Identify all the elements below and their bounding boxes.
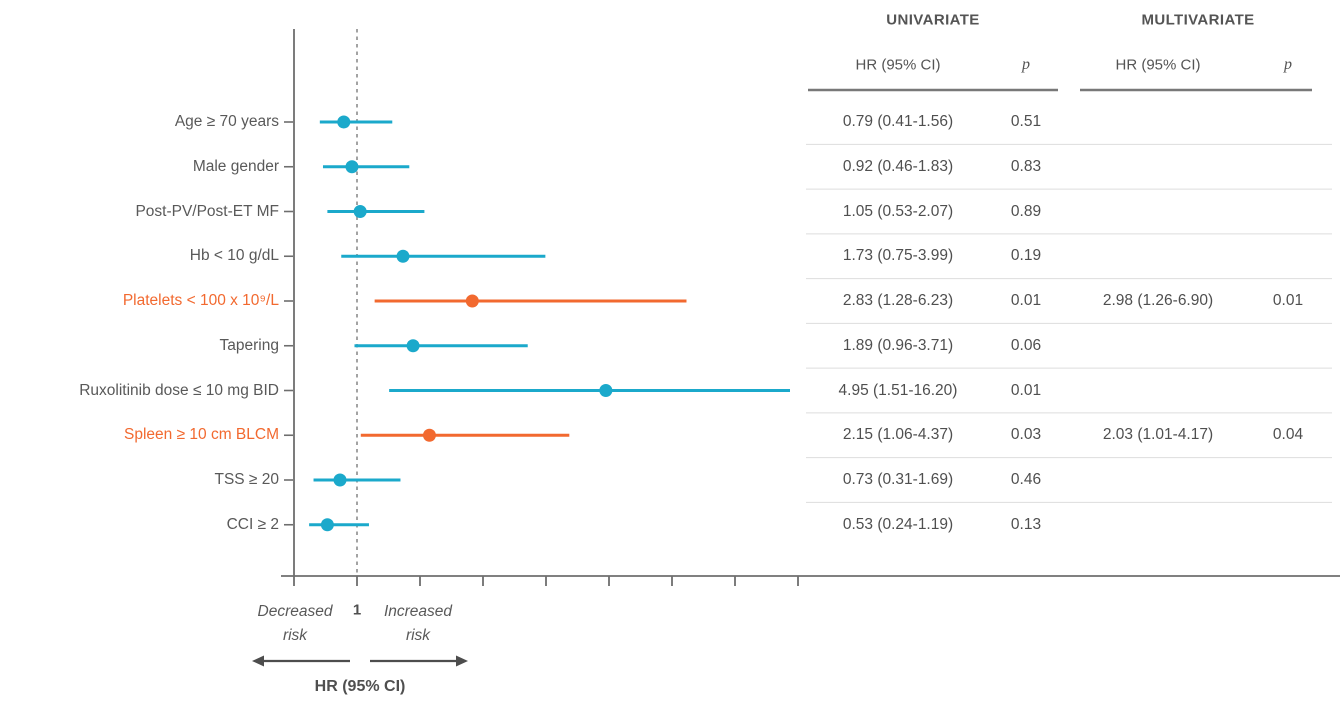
row-label: Platelets < 100 x 10⁹/L — [122, 292, 279, 309]
row-label: Tapering — [219, 336, 279, 354]
univariate-hr-cell: 2.15 (1.06-4.37) — [842, 426, 954, 444]
univariate-hr-cell: 1.05 (0.53-2.07) — [842, 202, 954, 220]
univariate-column-title: UNIVARIATE — [886, 11, 980, 29]
univariate-p-cell: 0.46 — [1010, 471, 1042, 488]
multivariate-p-cell: 0.01 — [1272, 292, 1304, 309]
univariate-hr-cell: 0.53 (0.24-1.19) — [842, 515, 954, 533]
univariate-p-cell: 0.13 — [1010, 515, 1042, 533]
univariate-hr-cell: 2.83 (1.28-6.23) — [842, 292, 954, 309]
decreased-risk-label: Decreased risk — [257, 603, 333, 645]
multivariate-hr-cell: 2.03 (1.01-4.17) — [1102, 426, 1214, 444]
univariate-hr-cell: 1.73 (0.75-3.99) — [842, 247, 954, 265]
hr-marker — [337, 115, 351, 129]
univariate-p-cell: 0.06 — [1010, 336, 1042, 354]
x-axis-title: HR (95% CI) — [314, 678, 406, 695]
multivariate-column-title: MULTIVARIATE — [1141, 11, 1255, 29]
univariate-p-cell: 0.01 — [1010, 292, 1042, 309]
univariate-hr-cell: 4.95 (1.51-16.20) — [838, 381, 958, 399]
univariate-p-cell: 0.51 — [1010, 113, 1042, 130]
univariate-p-cell: 0.89 — [1010, 202, 1042, 220]
univariate-hr-cell: 0.79 (0.41-1.56) — [842, 113, 954, 130]
univariate-p-header: p — [1022, 56, 1030, 73]
hr-marker — [320, 518, 334, 532]
multivariate-p-header: p — [1284, 56, 1292, 73]
hr-marker — [406, 339, 420, 353]
row-label: CCI ≥ 2 — [226, 515, 279, 533]
hr-marker — [396, 249, 410, 263]
decreased-arrow-head-icon — [252, 655, 264, 667]
univariate-p-cell: 0.83 — [1010, 157, 1042, 175]
row-label: Hb < 10 g/dL — [189, 247, 279, 265]
increased-risk-label: Increased risk — [383, 603, 453, 645]
hr-marker — [422, 428, 436, 442]
univariate-hr-cell: 1.89 (0.96-3.71) — [842, 336, 954, 354]
hr-marker — [345, 160, 359, 174]
row-label: Spleen ≥ 10 cm BLCM — [124, 426, 279, 444]
row-label: Male gender — [192, 157, 279, 175]
univariate-hr-cell: 0.92 (0.46-1.83) — [842, 157, 954, 175]
univariate-p-cell: 0.03 — [1010, 426, 1042, 444]
row-label: TSS ≥ 20 — [214, 471, 279, 488]
hr-marker — [599, 384, 613, 397]
univariate-p-cell: 0.19 — [1010, 247, 1042, 265]
hr-marker — [353, 205, 367, 218]
hr-marker — [465, 294, 479, 308]
increased-arrow-head-icon — [456, 655, 468, 667]
multivariate-hr-header: HR (95% CI) — [1115, 56, 1201, 74]
row-label: Age ≥ 70 years — [174, 113, 279, 130]
row-label: Post-PV/Post-ET MF — [135, 202, 279, 220]
univariate-hr-header: HR (95% CI) — [855, 56, 941, 74]
hr-marker — [333, 473, 347, 487]
reference-tick-label: 1 — [352, 601, 362, 619]
multivariate-hr-cell: 2.98 (1.26-6.90) — [1102, 292, 1214, 309]
row-label: Ruxolitinib dose ≤ 10 mg BID — [79, 381, 279, 399]
univariate-p-cell: 0.01 — [1010, 381, 1042, 399]
multivariate-p-cell: 0.04 — [1272, 426, 1304, 444]
univariate-hr-cell: 0.73 (0.31-1.69) — [842, 471, 954, 488]
